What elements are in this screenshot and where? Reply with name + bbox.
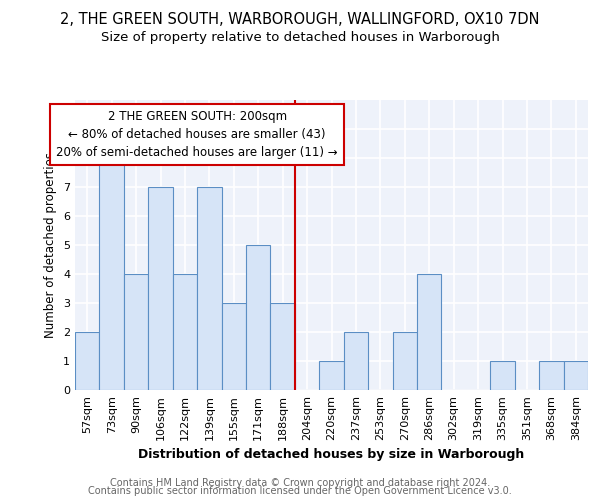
Bar [148,187,173,390]
Bar [124,274,148,390]
Bar [197,187,221,390]
Bar [563,361,588,390]
X-axis label: Distribution of detached houses by size in Warborough: Distribution of detached houses by size … [139,448,524,461]
Bar [173,274,197,390]
Bar [490,361,515,390]
Text: 2 THE GREEN SOUTH: 200sqm
← 80% of detached houses are smaller (43)
20% of semi-: 2 THE GREEN SOUTH: 200sqm ← 80% of detac… [56,110,338,159]
Bar [100,158,124,390]
Bar [75,332,100,390]
Bar [344,332,368,390]
Y-axis label: Number of detached properties: Number of detached properties [44,152,58,338]
Text: Size of property relative to detached houses in Warborough: Size of property relative to detached ho… [101,31,499,44]
Bar [539,361,563,390]
Bar [246,245,271,390]
Text: 2, THE GREEN SOUTH, WARBOROUGH, WALLINGFORD, OX10 7DN: 2, THE GREEN SOUTH, WARBOROUGH, WALLINGF… [60,12,540,28]
Text: Contains public sector information licensed under the Open Government Licence v3: Contains public sector information licen… [88,486,512,496]
Bar [392,332,417,390]
Bar [417,274,442,390]
Bar [221,303,246,390]
Text: Contains HM Land Registry data © Crown copyright and database right 2024.: Contains HM Land Registry data © Crown c… [110,478,490,488]
Bar [319,361,344,390]
Bar [271,303,295,390]
